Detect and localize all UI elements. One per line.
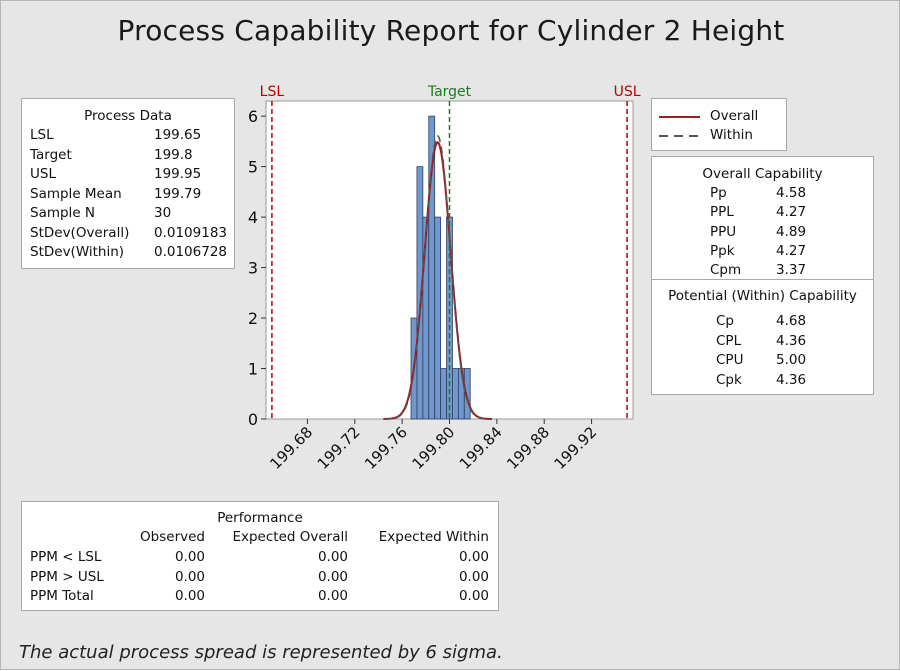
performance-cell: 0.00: [174, 568, 205, 585]
within-capability-value: 4.36: [776, 332, 807, 349]
y-tick-label: 5: [248, 158, 258, 177]
performance-cell: 0.00: [458, 588, 489, 604]
process-data-label: StDev(Within): [30, 244, 125, 260]
histogram-bar: [452, 368, 459, 420]
process-data-value: 199.95: [154, 166, 202, 182]
within-capability-label: CPU: [716, 352, 744, 368]
x-tick-label: 199.92: [551, 423, 601, 473]
within-distribution-curve: [384, 135, 491, 420]
performance-row-label: PPM > USL: [30, 568, 104, 585]
histogram-bar: [440, 368, 447, 420]
legend-panel: Overall Within: [651, 98, 787, 151]
process-data-label: USL: [30, 166, 56, 182]
capability-panel: Overall Capability Potential (Within) Ca…: [651, 156, 874, 395]
process-data-label: Sample N: [30, 205, 96, 221]
performance-row-label: PPM Total: [30, 588, 94, 604]
process-data-value: 0.0106728: [154, 244, 228, 260]
performance-column-header: Expected Overall: [232, 529, 348, 545]
performance-cell: 0.00: [174, 549, 205, 565]
process-data-panel: Process Data LSL 199.65 Target 199.8 USL 199.…: [21, 98, 235, 269]
x-tick-label: 199.76: [361, 423, 411, 473]
lsl-reference-label: LSL: [260, 84, 285, 100]
process-data-value: 30: [154, 205, 172, 221]
overall-capability-label: Cpm: [710, 262, 742, 279]
within-capability-label: Cp: [716, 313, 734, 329]
within-capability-value: 4.68: [776, 313, 807, 329]
overall-capability-value: 3.37: [776, 262, 807, 279]
performance-header: Performance: [217, 510, 303, 526]
x-tick-label: 199.84: [456, 423, 506, 473]
histogram-bar: [434, 216, 442, 420]
legend-within-label: Within: [710, 127, 753, 143]
process-data-label: LSL: [30, 127, 54, 143]
overall-capability-label: PPU: [710, 223, 737, 240]
y-tick-label: 0: [248, 410, 258, 429]
overall-capability-label: Ppk: [710, 242, 735, 259]
performance-cell: 0.00: [317, 568, 348, 585]
x-tick-label: 199.72: [314, 423, 364, 473]
performance-cell: 0.00: [317, 588, 348, 604]
process-data-header: Process Data: [84, 108, 172, 124]
overall-capability-value: 4.27: [776, 242, 807, 259]
x-tick-label: 199.68: [266, 423, 316, 473]
performance-cell: 0.00: [458, 549, 489, 565]
overall-capability-value: 4.27: [776, 204, 807, 221]
performance-cell: 0.00: [174, 588, 205, 604]
performance-column-header: Observed: [140, 529, 205, 545]
overall-capability-label: PPL: [710, 204, 734, 221]
process-data-label: Target: [30, 146, 72, 163]
performance-cell: 0.00: [458, 568, 489, 585]
process-data-value: 199.65: [154, 127, 202, 143]
y-tick-label: 1: [248, 360, 258, 379]
process-data-value: 199.8: [154, 146, 193, 163]
y-tick-label: 2: [248, 309, 258, 328]
capability-divider: [652, 279, 873, 280]
process-data-label: Sample Mean: [30, 185, 122, 202]
target-reference-label: Target: [427, 84, 472, 100]
performance-panel: Performance Observed Expected Overall Expe…: [21, 501, 499, 611]
within-capability-value: 5.00: [776, 352, 807, 368]
within-capability-header: Potential (Within) Capability: [668, 288, 857, 304]
footnote: The actual process spread is represented…: [19, 642, 503, 663]
y-tick-label: 4: [248, 208, 258, 227]
process-data-value: 199.79: [154, 185, 202, 202]
overall-capability-header: Overall Capability: [702, 166, 823, 182]
performance-row-label: PPM < LSL: [30, 549, 102, 565]
report-title: Process Capability Report for Cylinder 2…: [117, 14, 785, 47]
usl-reference-label: USL: [614, 84, 641, 100]
legend-overall-label: Overall: [710, 108, 759, 124]
overall-capability-label: Pp: [710, 185, 727, 201]
histogram-bar: [463, 368, 471, 420]
performance-cell: 0.00: [317, 549, 348, 565]
process-data-value: 0.0109183: [154, 224, 228, 241]
overall-capability-value: 4.58: [776, 185, 807, 201]
overall-capability-value: 4.89: [776, 223, 807, 240]
process-data-label: StDev(Overall): [30, 224, 130, 241]
histogram-bar: [428, 115, 436, 420]
x-tick-label: 199.80: [408, 423, 458, 473]
within-capability-value: 4.36: [776, 371, 807, 388]
performance-column-header: Expected Within: [378, 529, 489, 545]
x-tick-label: 199.88: [503, 423, 553, 473]
within-capability-label: CPL: [716, 332, 742, 349]
y-tick-label: 6: [248, 107, 258, 126]
y-tick-label: 3: [248, 259, 258, 278]
within-capability-label: Cpk: [716, 371, 742, 388]
